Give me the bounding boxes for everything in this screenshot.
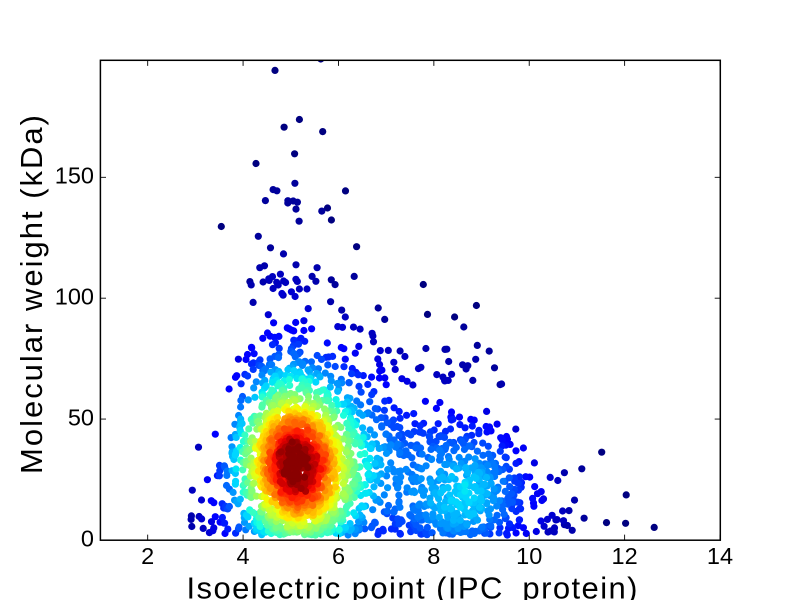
svg-text:12: 12 xyxy=(612,543,638,569)
svg-text:0: 0 xyxy=(81,525,94,551)
svg-text:150: 150 xyxy=(55,163,94,189)
svg-text:Molecular weight (kDa): Molecular weight (kDa) xyxy=(14,115,49,474)
svg-text:2: 2 xyxy=(141,543,154,569)
svg-text:6: 6 xyxy=(332,543,345,569)
svg-text:8: 8 xyxy=(427,543,440,569)
svg-text:10: 10 xyxy=(516,543,542,569)
svg-text:100: 100 xyxy=(55,284,94,310)
svg-text:50: 50 xyxy=(68,404,94,430)
svg-text:4: 4 xyxy=(237,543,250,569)
svg-text:Isoelectric point (IPC_protein: Isoelectric point (IPC_protein) xyxy=(187,571,638,600)
svg-text:14: 14 xyxy=(707,543,733,569)
